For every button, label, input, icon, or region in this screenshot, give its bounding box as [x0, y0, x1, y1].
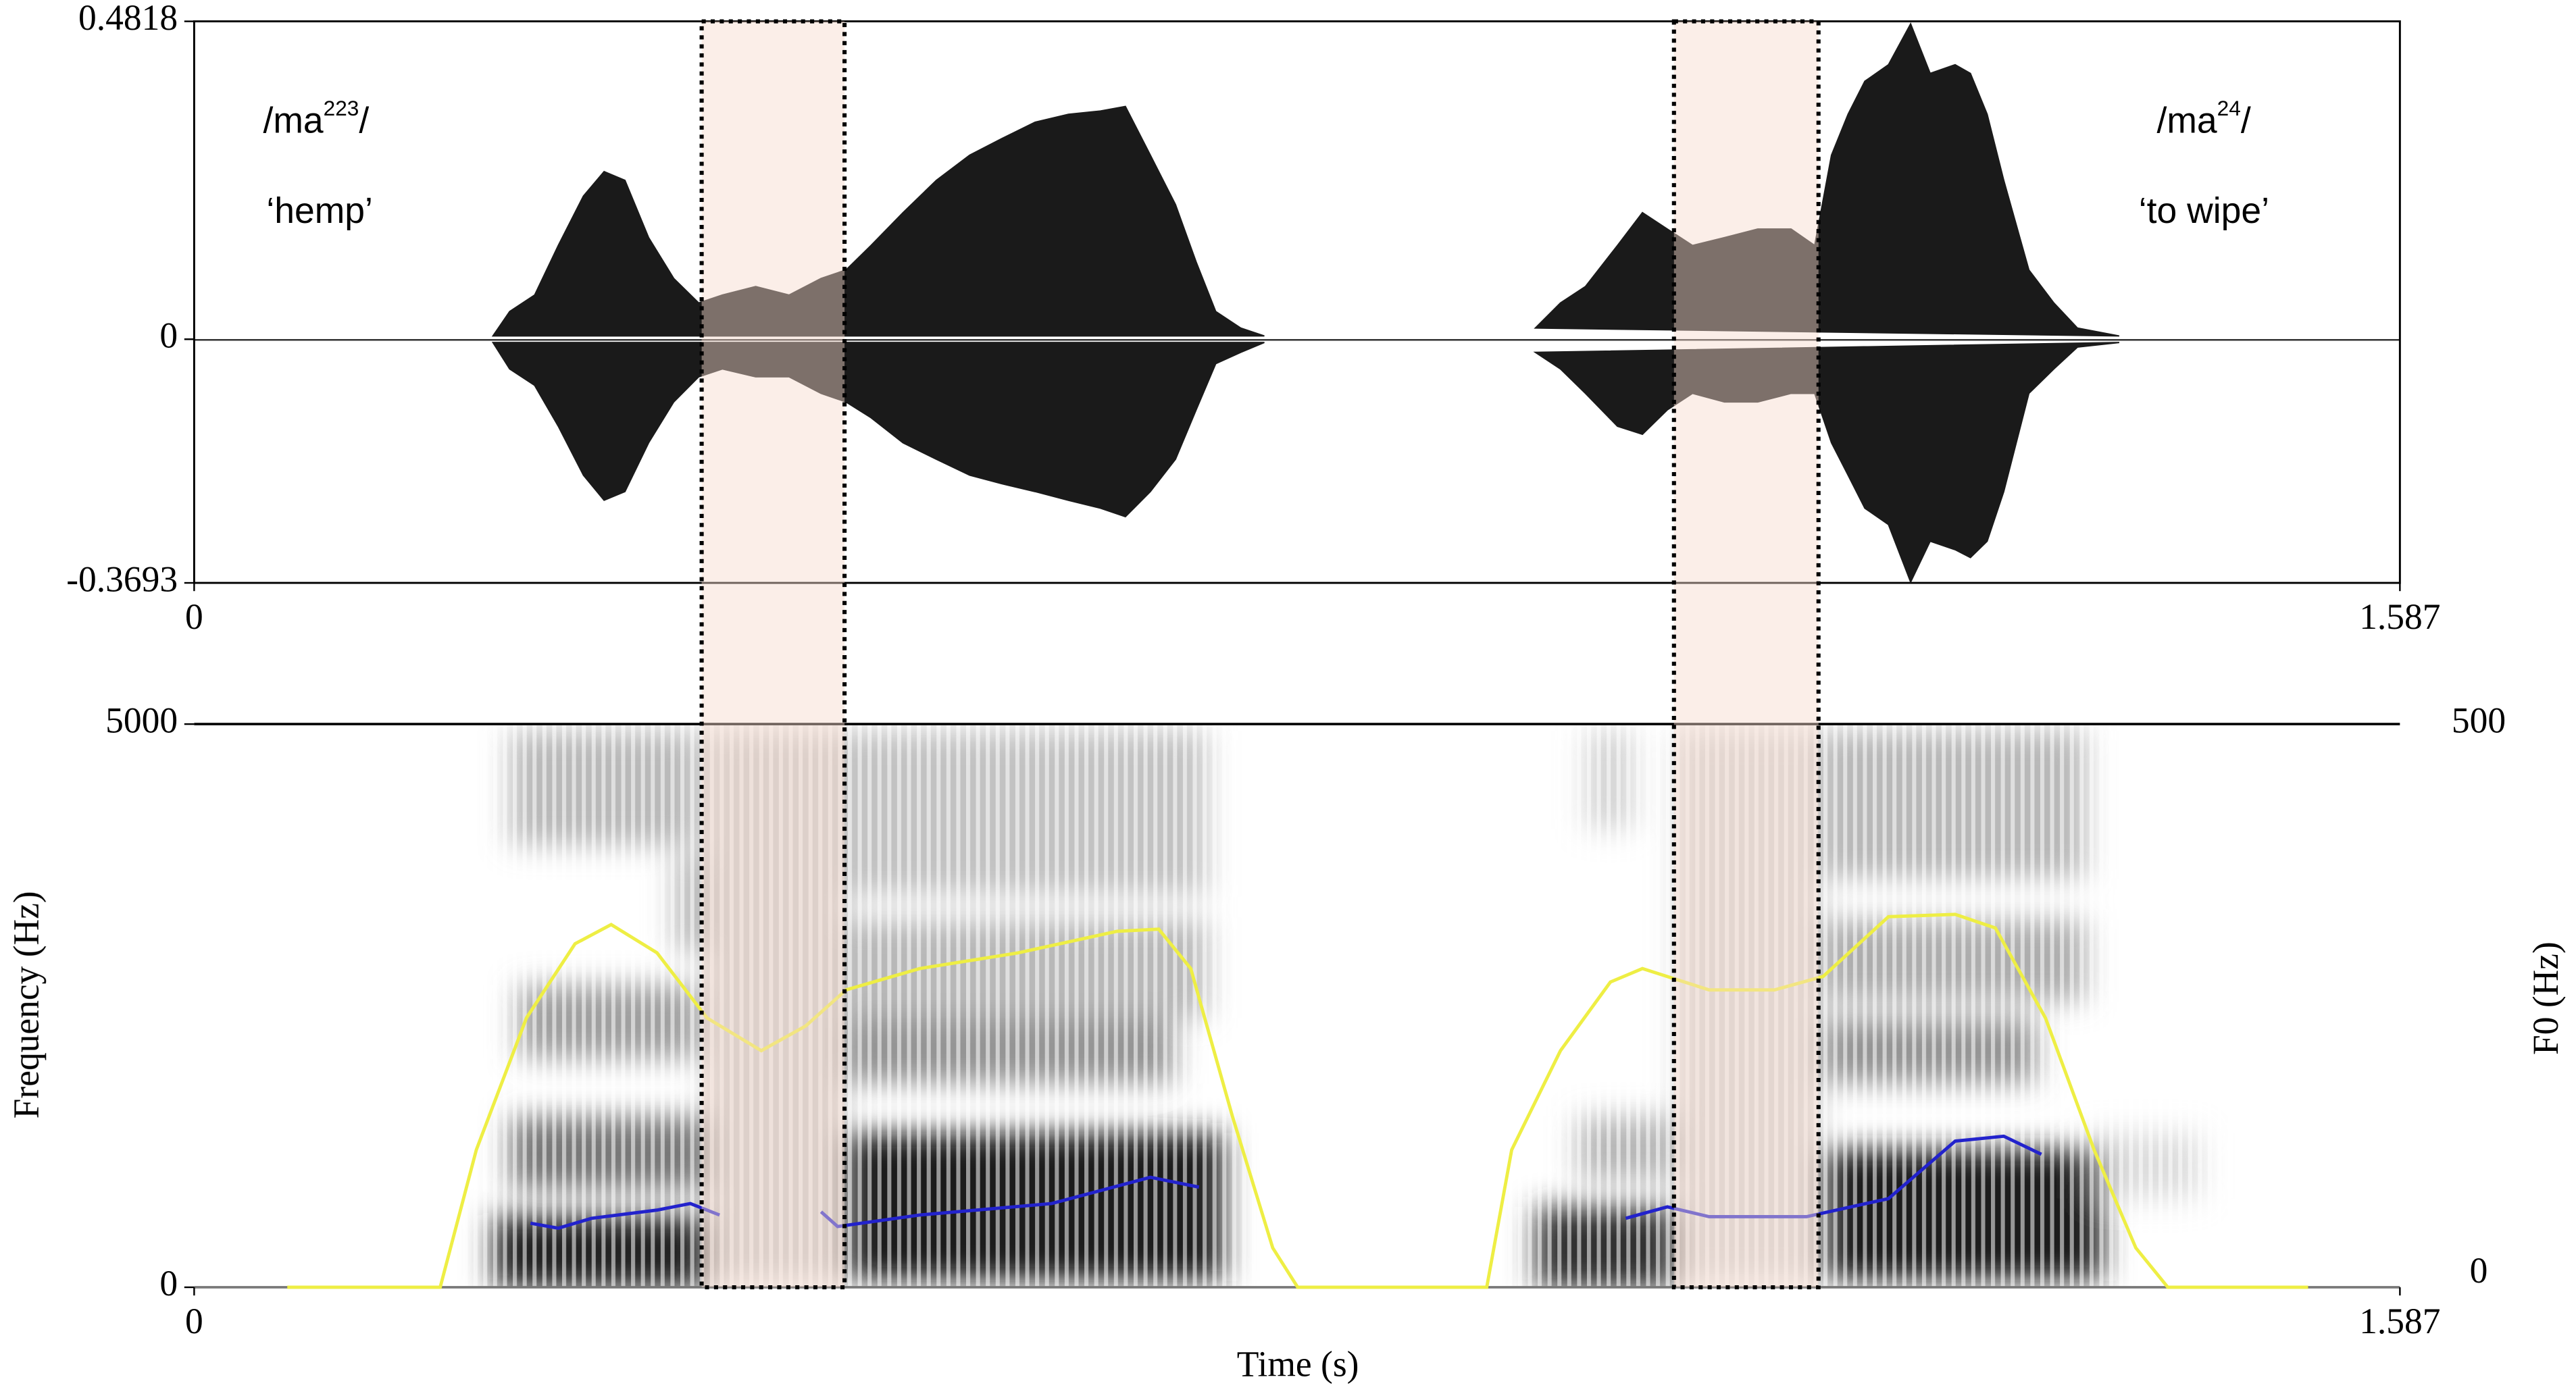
waveform-envelope	[491, 342, 2119, 584]
annotation-gloss: ‘hemp’	[266, 191, 373, 231]
x-axis-title: Time (s)	[1237, 1343, 1359, 1384]
x-tick-label: 1.587	[2359, 596, 2440, 637]
highlight-boxes	[699, 19, 1821, 1290]
y-tick-label: 0.4818	[78, 0, 178, 38]
x-tick-label: 0	[185, 1301, 203, 1341]
y2-axis-title: F0 (Hz)	[2525, 941, 2566, 1055]
y-axis-title: Frequency (Hz)	[6, 891, 47, 1118]
waveform-frame	[193, 20, 2401, 584]
highlight-box	[1671, 19, 1821, 1290]
x-tick-label: 0	[185, 596, 203, 637]
y2-tick-label: 500	[2452, 700, 2506, 740]
annotation-gloss: ‘to wipe’	[2139, 191, 2269, 231]
contour-line	[530, 1134, 2042, 1230]
contour-line	[287, 912, 2308, 1289]
y-tick-label: 5000	[105, 700, 178, 740]
y-tick-label: 0	[159, 315, 178, 356]
waveform-envelope	[491, 22, 2120, 337]
y-tick-label: -0.3693	[66, 559, 178, 599]
y-tick-label: 0	[159, 1263, 178, 1303]
spectrogram-image	[194, 724, 2400, 1287]
annotation-word: /ma223/	[263, 96, 369, 140]
y2-tick-label: 0	[2470, 1250, 2488, 1291]
highlight-box	[699, 19, 847, 1290]
x-tick-label: 1.587	[2359, 1301, 2440, 1341]
annotation-word: /ma24/	[2157, 96, 2251, 140]
